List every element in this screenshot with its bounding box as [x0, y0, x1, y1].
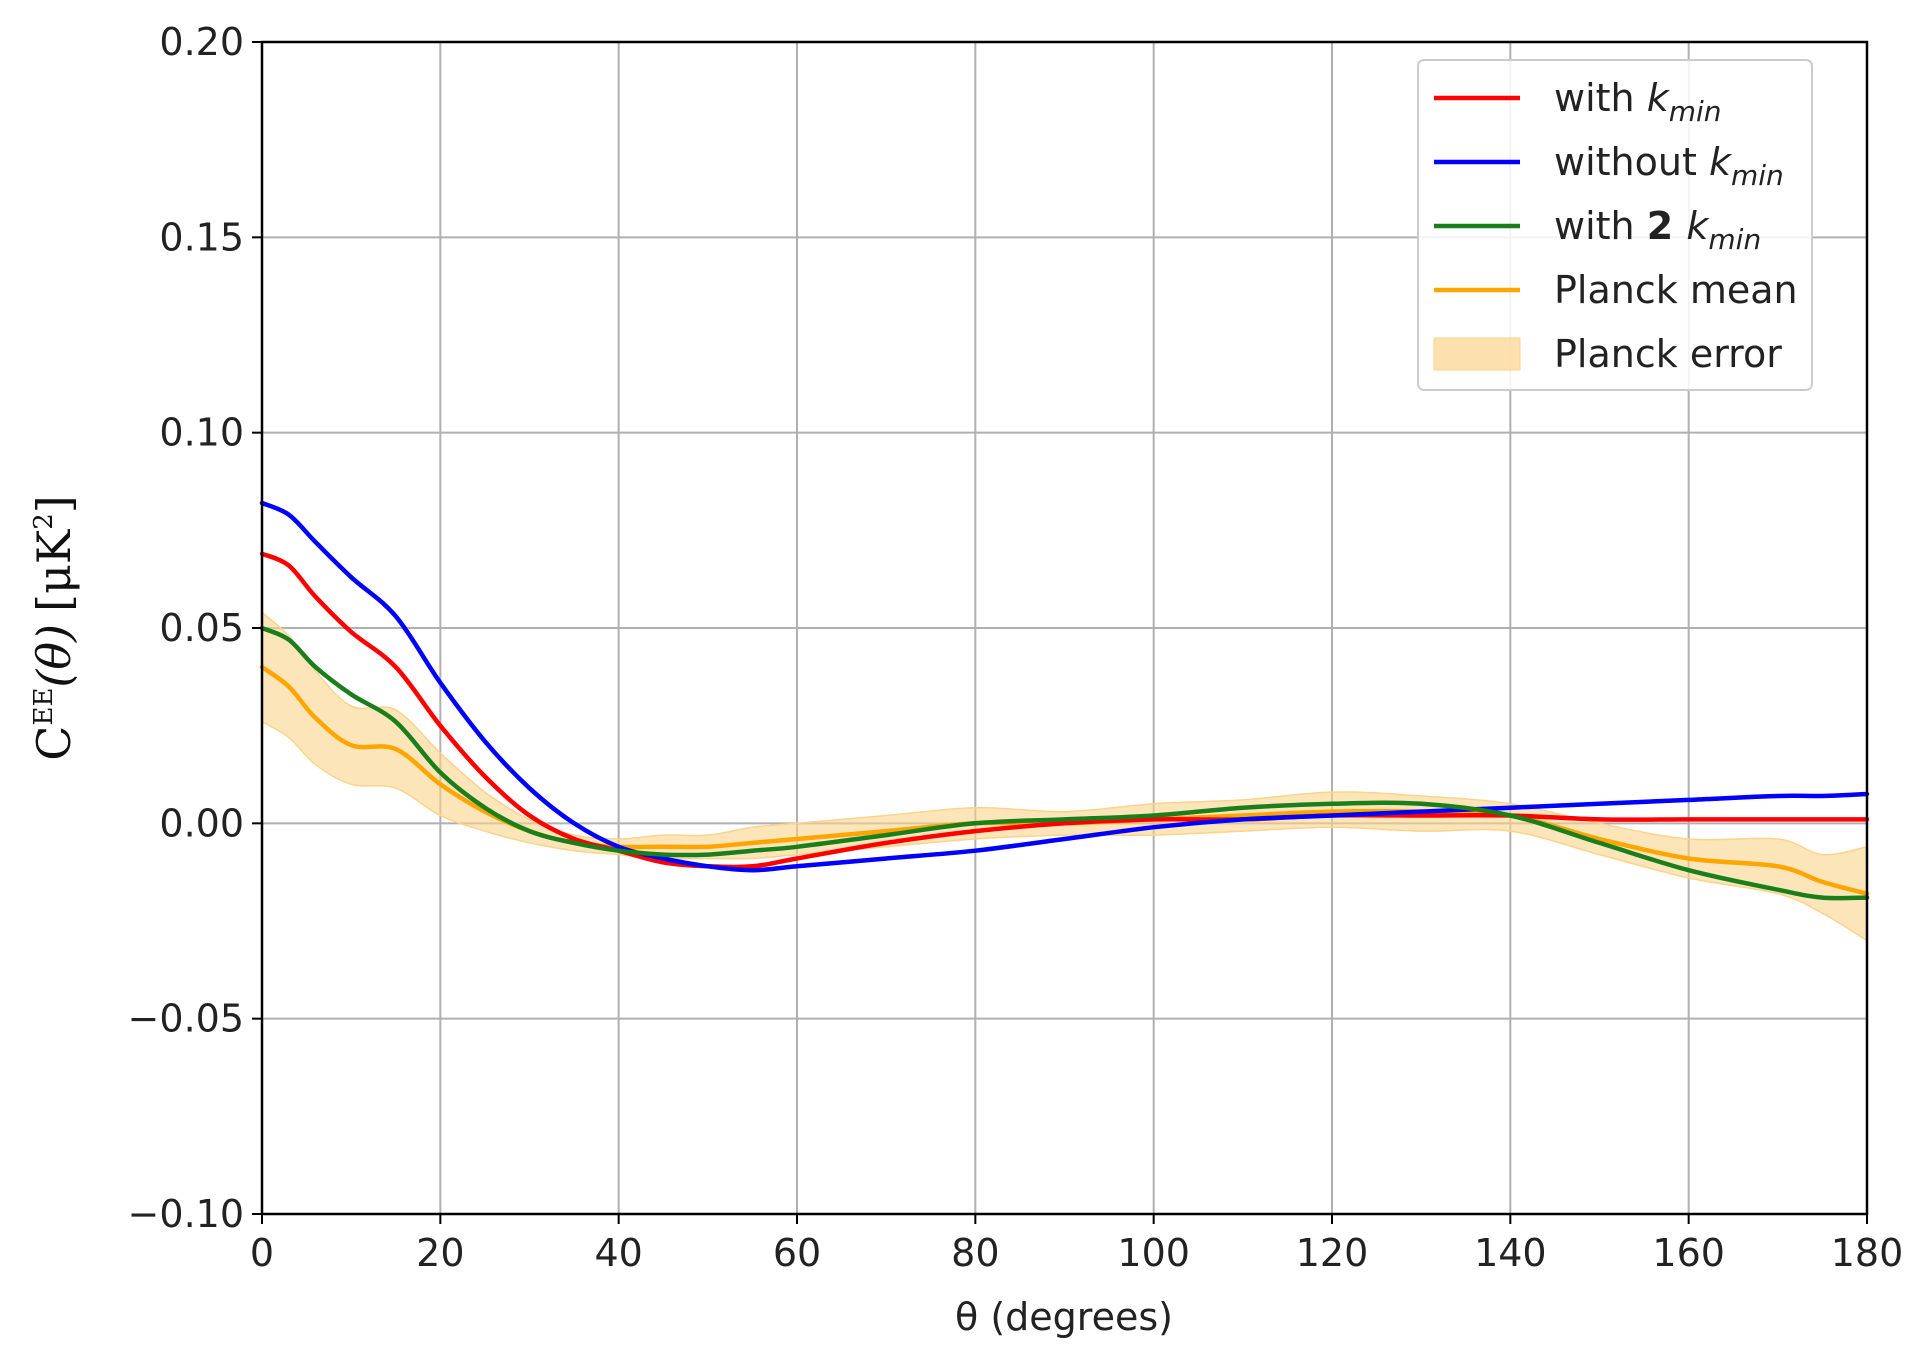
- y-axis-label: CEE(θ) [μK2]: [27, 495, 81, 760]
- x-tick-label: 120: [1296, 1231, 1369, 1275]
- y-tick-label: −0.10: [128, 1192, 244, 1236]
- y-tick-label: 0.10: [159, 411, 244, 455]
- planck-error-band-layer: [261, 610, 1868, 942]
- y-tick-label: −0.05: [128, 997, 244, 1041]
- with-kmin-line: [259, 551, 1870, 870]
- x-tick-label: 40: [594, 1231, 642, 1275]
- legend-label: Planck mean: [1554, 268, 1798, 312]
- legend-item-with-2-kmin: with 2 kmin: [1434, 204, 1761, 256]
- x-tick-label: 20: [416, 1231, 464, 1275]
- axis-ticks: 0 20 40 60 80 100 120 140 160 180 −0.10 −0.05 0.00 0.…: [128, 20, 1904, 1275]
- ylabel-units: [μK: [27, 528, 81, 612]
- ylabel-units-end: ]: [27, 495, 81, 513]
- series-lines: [259, 500, 1870, 901]
- legend-box: [1417, 59, 1813, 391]
- legend-item-without-kmin: without kmin: [1434, 140, 1784, 192]
- planck-mean-line: [259, 664, 1870, 896]
- ylabel-main: C: [27, 726, 81, 761]
- legend: with kmin without kmin with 2 kmin Planck m…: [1417, 59, 1813, 391]
- x-axis-label: θ (degrees): [955, 1295, 1173, 1339]
- legend-item-planck-error: Planck error: [1433, 332, 1782, 376]
- legend-label: Planck error: [1554, 332, 1782, 376]
- svg-text:CEE(θ)[μK2]: CEE(θ) [μK2]: [27, 495, 81, 760]
- legend-label: without kmin: [1554, 140, 1784, 192]
- y-tick-label: 0.20: [159, 20, 244, 64]
- y-tick-label: 0.15: [159, 215, 244, 259]
- legend-label: with kmin: [1554, 76, 1722, 128]
- without-kmin-line: [259, 500, 1870, 873]
- x-tick-label: 140: [1474, 1231, 1547, 1275]
- y-tick-label: 0.00: [159, 801, 244, 845]
- x-tick-label: 180: [1831, 1231, 1904, 1275]
- x-tick-label: 160: [1652, 1231, 1725, 1275]
- x-tick-label: 0: [250, 1231, 274, 1275]
- legend-item-with-kmin: with kmin: [1434, 76, 1722, 128]
- legend-item-planck-mean: Planck mean: [1434, 268, 1798, 312]
- legend-swatch: [1433, 337, 1521, 371]
- x-tick-label: 80: [951, 1231, 999, 1275]
- ylabel-sup: EE: [29, 688, 59, 726]
- with-2-kmin-line: [259, 625, 1870, 901]
- ylabel-arg: (θ): [27, 624, 81, 688]
- x-tick-label: 60: [773, 1231, 821, 1275]
- y-tick-label: 0.05: [159, 606, 244, 650]
- planck-error-band: [261, 610, 1868, 942]
- x-tick-label: 100: [1117, 1231, 1190, 1275]
- ylabel-units-sup: 2: [29, 513, 59, 530]
- legend-label: with 2 kmin: [1554, 204, 1761, 256]
